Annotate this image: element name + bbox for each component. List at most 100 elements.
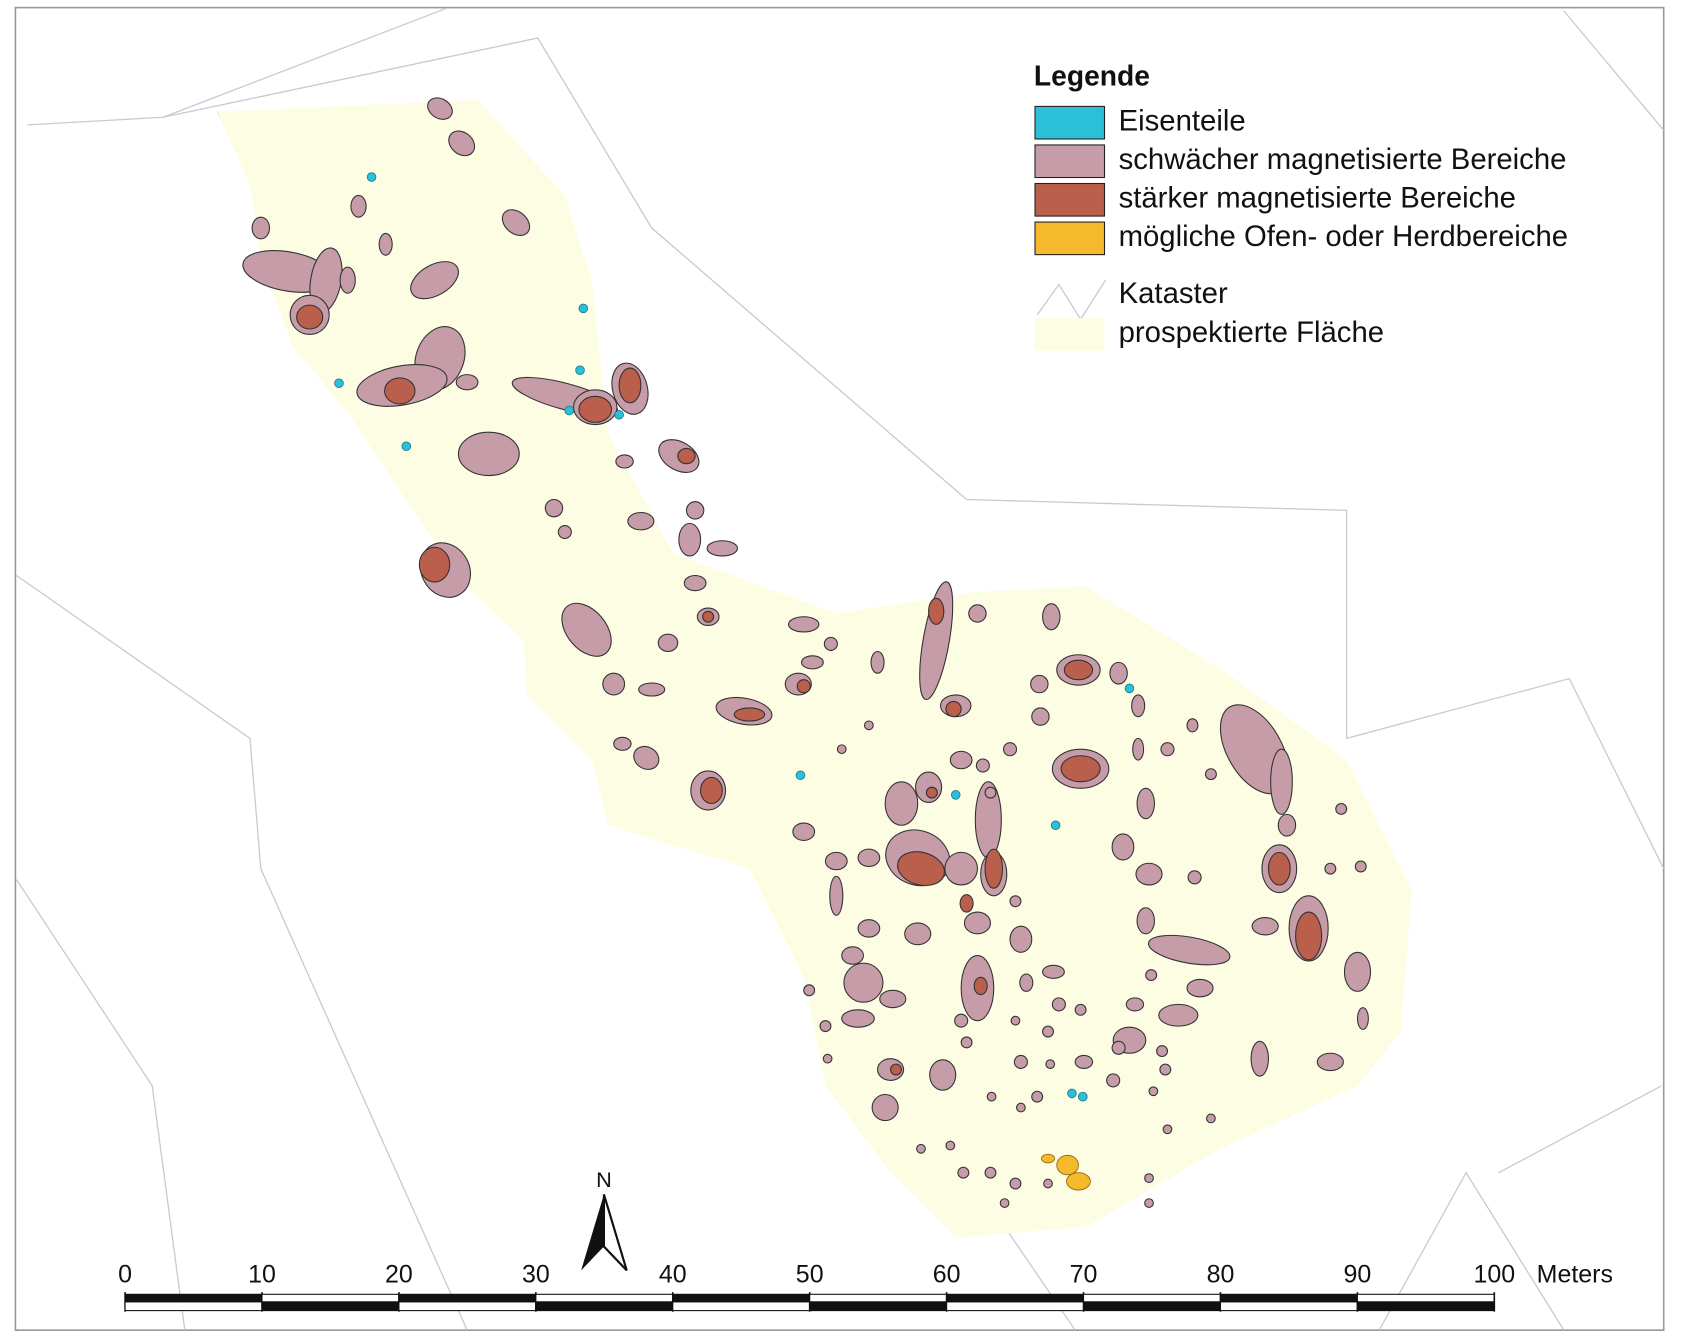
strong-area [733,707,766,722]
weak-area [557,524,572,540]
weak-area [1204,768,1217,781]
weak-area [841,946,864,965]
weak-area [968,604,987,623]
weak-area [879,989,907,1009]
weak-area [1145,969,1158,982]
weak-area [1147,934,1231,966]
weak-area [1111,1040,1126,1055]
strong-area [618,367,642,404]
scale-segment [535,1301,674,1312]
weak-area [1136,787,1155,820]
weak-area [984,786,997,799]
weak-area [1125,997,1145,1012]
weak-area [1160,742,1175,757]
scale-segment [261,1293,400,1303]
legend-swatch [1034,182,1106,217]
weak-area [1277,813,1297,837]
weak-area [1042,603,1061,631]
weak-area [1106,1073,1121,1088]
weak-area [410,261,459,300]
weak-area [1042,1025,1055,1038]
scale-tick-label: 100 [1473,1260,1515,1288]
weak-area [378,232,393,256]
scale-segment [672,1293,811,1303]
weak-area [916,1143,926,1154]
anomalies [242,97,1372,1208]
scale-unit: Meters [1537,1260,1613,1288]
strong-area [1063,659,1094,681]
strong-area [1267,851,1291,886]
weak-area [984,1166,997,1179]
scale-segment [1356,1293,1495,1303]
scale-segment [1082,1301,1222,1312]
cadastre-line [16,574,468,1331]
weak-area [960,1036,973,1049]
cadastre-line [162,8,446,118]
scale-tick-label: 50 [796,1260,824,1288]
weak-area [1250,1040,1270,1077]
iron-part [575,365,585,376]
scale-segment [1219,1293,1358,1303]
weak-area [963,911,992,935]
weak-area [1158,1003,1199,1027]
weak-area [1031,707,1050,726]
weak-area [706,540,739,557]
weak-area [657,633,679,653]
weak-area [1251,916,1279,936]
weak-area [1074,1003,1087,1016]
cadastre-line [15,879,186,1331]
scale-segment [946,1301,1085,1312]
weak-area [975,758,990,773]
weak-area [1159,1063,1172,1076]
iron-part [614,410,624,420]
cadastre-line [1498,1085,1662,1174]
weak-area [1045,1059,1056,1069]
weak-area [685,501,705,520]
weak-area [1316,1052,1344,1072]
strong-area [890,1063,902,1076]
scale-bar: Meters 0 10 20 30 40 50 60 70 80 90 100 [118,1260,1613,1312]
scale-segment [535,1293,674,1303]
weak-area [627,511,655,531]
weak-area [929,1059,957,1091]
strong-area [296,304,324,330]
weak-area [427,97,453,120]
weak-area [803,984,816,997]
weak-area [949,750,973,770]
scale-tick-label: 20 [385,1260,413,1288]
weak-area [1148,1086,1159,1097]
strong-area [700,776,723,805]
weak-area [633,745,660,770]
weak-area [787,616,820,633]
iron-part [564,405,574,416]
strong-area [928,597,945,625]
weak-area [836,744,847,755]
scale-tick-label: 40 [659,1260,687,1288]
weak-area [944,851,978,886]
iron-part [401,441,412,452]
weak-area [999,1198,1010,1208]
cadastre-line [1563,10,1665,131]
weak-area [455,374,479,391]
strong-area [702,610,715,623]
weak-area [863,720,874,731]
weak-area [1043,1178,1053,1189]
weak-area [1109,661,1128,685]
weak-area [919,581,954,701]
weak-area [870,650,885,674]
cadastre-line [1378,1171,1565,1331]
weak-area [884,781,919,826]
scale-segment [946,1293,1085,1303]
scale-tick-label: 0 [118,1260,132,1288]
weak-area [824,851,848,871]
weak-area [678,522,702,557]
weak-area [822,1053,833,1064]
weak-area [1010,1015,1021,1026]
weak-area [986,1091,997,1102]
strong-area [384,377,416,405]
weak-area [1019,973,1034,992]
weak-area [561,602,612,657]
legend-swatch [1034,105,1106,140]
strong-area [959,894,974,913]
weak-area [829,875,844,916]
